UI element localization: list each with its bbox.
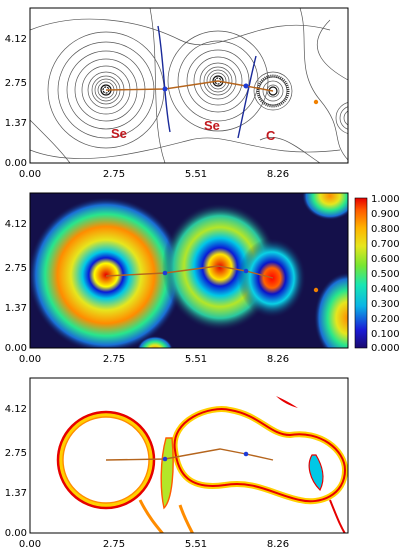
colorbar-tick-label: 0.200 <box>371 314 400 325</box>
x-tick-label: 8.26 <box>267 354 289 365</box>
contour-lines <box>30 8 348 163</box>
bond-path <box>105 448 274 461</box>
bond-critical-point <box>243 268 249 274</box>
x-tick-label: 8.26 <box>267 169 289 180</box>
colorbar-tick-label: 0.800 <box>371 224 400 235</box>
y-axis: 0.00 1.37 2.75 4.12 <box>5 404 27 539</box>
right-spindle-lobe <box>308 454 324 492</box>
atom-label-se1: Se <box>111 126 127 141</box>
plot-frame <box>29 7 349 164</box>
colorbar-tick-label: 0.100 <box>371 329 400 340</box>
spindle-lobe <box>160 437 174 510</box>
c-hatched-basin <box>256 74 290 108</box>
y-tick-label: 4.12 <box>5 404 27 415</box>
bond-critical-point <box>243 83 249 89</box>
y-tick-label: 0.00 <box>5 158 27 169</box>
isosurface-panel: 0.00 2.75 5.51 8.26 0.00 1.37 2.75 4.12 <box>5 377 349 550</box>
x-tick-label: 2.75 <box>103 539 125 550</box>
x-tick-label: 2.75 <box>103 354 125 365</box>
y-axis: 0.00 1.37 2.75 4.12 <box>5 34 27 169</box>
y-axis: 0.00 1.37 2.75 4.12 <box>5 219 27 354</box>
colorbar-tick-label: 0.400 <box>371 284 400 295</box>
bond-critical-point <box>162 86 168 92</box>
y-tick-label: 2.75 <box>5 78 27 89</box>
elf-color-panel: 0.00 2.75 5.51 8.26 0.00 1.37 2.75 4.12 … <box>5 192 400 365</box>
colorbar-tick-label: 0.700 <box>371 239 400 250</box>
y-tick-label: 0.00 <box>5 343 27 354</box>
y-tick-label: 2.75 <box>5 263 27 274</box>
y-tick-label: 2.75 <box>5 448 27 459</box>
colorbar-tick-label: 0.000 <box>371 343 400 354</box>
colorbar-tick-label: 1.000 <box>371 194 400 205</box>
y-tick-label: 1.37 <box>5 303 27 314</box>
y-tick-label: 4.12 <box>5 219 27 230</box>
x-tick-label: 8.26 <box>267 539 289 550</box>
atom-label-se2: Se <box>204 118 220 133</box>
isosurface-shells <box>56 396 348 533</box>
x-tick-label: 5.51 <box>185 354 207 365</box>
x-tick-label: 0.00 <box>19 354 41 365</box>
y-tick-label: 4.12 <box>5 34 27 45</box>
colorbar-tick-label: 0.600 <box>371 254 400 265</box>
bond-critical-point <box>162 456 168 462</box>
colorbar-ticks: 1.000 0.900 0.800 0.700 0.600 0.500 0.40… <box>371 194 400 354</box>
x-axis: 0.00 2.75 5.51 8.26 <box>19 169 289 180</box>
ring-critical-point <box>313 287 319 293</box>
atom-label-c: C <box>266 128 276 143</box>
x-tick-label: 0.00 <box>19 169 41 180</box>
x-tick-label: 5.51 <box>185 169 207 180</box>
plot-frame <box>29 377 349 534</box>
colorbar-tick-label: 0.900 <box>371 209 400 220</box>
y-tick-label: 1.37 <box>5 488 27 499</box>
x-axis: 0.00 2.75 5.51 8.26 <box>19 354 289 365</box>
bond-critical-point <box>162 270 168 276</box>
y-tick-label: 0.00 <box>5 528 27 539</box>
x-axis: 0.00 2.75 5.51 8.26 <box>19 539 289 550</box>
colorbar-gradient <box>354 197 368 349</box>
bond-critical-point <box>243 451 249 457</box>
plot-frame <box>29 192 349 349</box>
laplacian-contour-panel: Se Se C 0.00 2.75 5.51 8.26 0.00 1.37 2.… <box>5 7 349 180</box>
colorbar-tick-label: 0.500 <box>371 269 400 280</box>
se1-shell <box>57 411 155 509</box>
x-tick-label: 5.51 <box>185 539 207 550</box>
colorbar: 1.000 0.900 0.800 0.700 0.600 0.500 0.40… <box>354 194 400 354</box>
bond-path <box>105 80 274 92</box>
colorbar-tick-label: 0.300 <box>371 299 400 310</box>
bond-path <box>105 265 274 279</box>
x-tick-label: 2.75 <box>103 169 125 180</box>
zero-flux-surfaces <box>157 25 257 139</box>
ring-critical-point <box>313 99 319 105</box>
y-tick-label: 1.37 <box>5 118 27 129</box>
x-tick-label: 0.00 <box>19 539 41 550</box>
top-lens <box>276 396 298 408</box>
